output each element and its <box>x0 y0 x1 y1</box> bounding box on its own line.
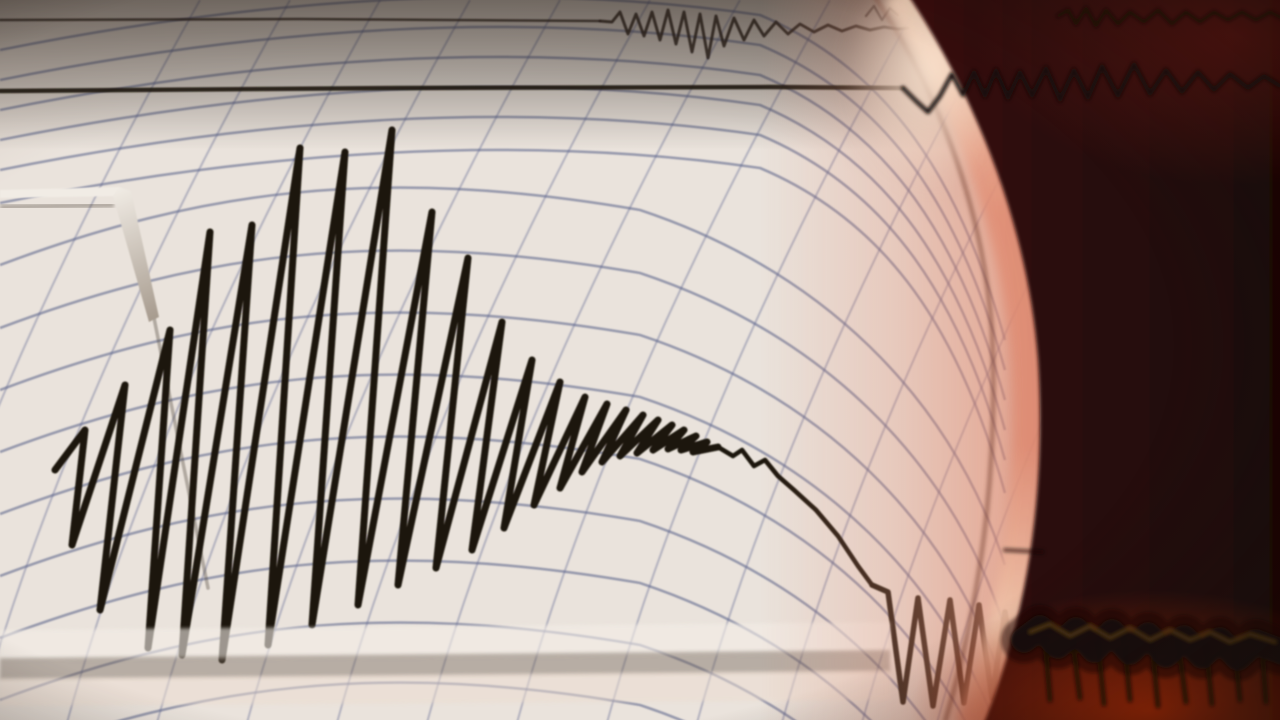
seismograph-photo <box>0 0 1280 720</box>
vignette-overlay <box>0 0 1280 720</box>
seismograph-scene <box>0 0 1280 720</box>
